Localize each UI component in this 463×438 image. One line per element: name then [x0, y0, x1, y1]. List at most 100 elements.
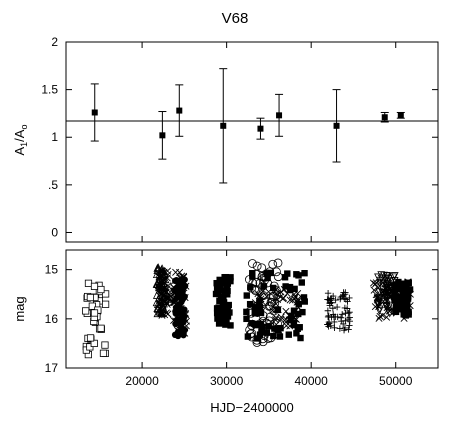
filled-square-marker: [291, 285, 298, 293]
filled-square-marker: [221, 290, 228, 297]
filled-square-marker: [284, 270, 291, 277]
top-y-tick-label: 1.5: [41, 83, 58, 97]
filled-square-marker: [222, 319, 230, 326]
filled-square-marker: [277, 324, 284, 332]
top-y-tick-label: 0: [51, 225, 58, 239]
filled-square-marker: [265, 323, 272, 330]
bottom-x-tick-label: 20000: [125, 374, 159, 388]
filled-square-marker: [403, 287, 410, 294]
filled-square-marker: [256, 303, 263, 311]
filled-square-marker: [246, 300, 254, 308]
cross-marker: [282, 322, 290, 330]
open-circle-marker: [247, 328, 257, 338]
filled-square-marker: [264, 274, 271, 282]
open-triangle-marker: [152, 291, 161, 299]
filled-square-marker: [276, 333, 284, 340]
filled-square-marker: [299, 308, 306, 316]
cross-marker: [276, 293, 284, 301]
open-circle-marker: [273, 258, 283, 268]
top-y-tick-label: .5: [48, 178, 58, 192]
filled-circle-marker: [172, 277, 179, 285]
plus-marker: [331, 324, 338, 332]
filled-square-marker: [254, 335, 261, 342]
filled-square-marker: [285, 331, 292, 338]
open-inverted-triangle-marker: [374, 301, 383, 310]
open-square-marker: [90, 339, 98, 347]
filled-square-marker: [267, 269, 275, 277]
filled-circle-marker: [181, 306, 188, 313]
data-point: [220, 122, 227, 129]
open-square-marker: [97, 324, 105, 332]
filled-square-marker: [216, 281, 224, 288]
cross-marker: [293, 298, 301, 306]
cross-marker: [160, 276, 168, 284]
open-circle-marker: [268, 259, 278, 269]
filled-square-marker: [225, 301, 232, 309]
data-point: [176, 107, 183, 114]
ylabel-sub1: 1: [19, 142, 29, 147]
open-circle-marker: [273, 272, 283, 282]
plus-marker: [340, 291, 347, 299]
filled-square-marker: [249, 273, 256, 280]
filled-square-marker: [221, 305, 228, 312]
filled-square-marker: [251, 304, 259, 311]
open-inverted-triangle-marker: [384, 307, 392, 315]
cross-marker: [285, 311, 293, 319]
filled-square-marker: [293, 271, 300, 278]
open-circle-marker: [252, 261, 262, 271]
filled-square-marker: [391, 297, 398, 304]
open-triangle-marker: [153, 266, 162, 275]
filled-square-marker: [404, 300, 411, 307]
plus-marker: [328, 295, 335, 302]
filled-circle-marker: [181, 276, 188, 283]
cross-marker: [159, 306, 167, 314]
filled-circle-marker: [180, 318, 187, 325]
cross-marker: [260, 322, 268, 330]
plus-marker: [338, 311, 346, 318]
filled-circle-marker: [178, 284, 185, 291]
bottom-x-tick-label: 30000: [210, 374, 244, 388]
bottom-x-tick-label: 40000: [294, 374, 328, 388]
filled-square-marker: [391, 292, 398, 299]
cross-marker: [274, 306, 282, 314]
filled-circle-marker: [175, 316, 182, 323]
open-triangle-marker: [154, 263, 162, 271]
open-square-marker: [97, 285, 105, 294]
filled-circle-marker: [180, 330, 187, 337]
filled-square-marker: [300, 294, 308, 301]
data-point: [397, 112, 404, 119]
filled-square-marker: [243, 315, 250, 323]
filled-circle-marker: [172, 320, 179, 328]
open-inverted-triangle-marker: [375, 307, 384, 315]
cross-marker: [286, 296, 294, 304]
plus-marker: [332, 296, 339, 304]
open-inverted-triangle-marker: [384, 275, 393, 283]
top-panel-frame: [65, 41, 439, 243]
plus-marker: [346, 294, 353, 302]
plus-marker: [345, 326, 352, 333]
filled-square-marker: [286, 283, 294, 291]
filled-square-marker: [249, 270, 256, 277]
filled-square-marker: [392, 281, 399, 288]
bottom-y-tick-label: 15: [45, 263, 59, 277]
cross-marker: [272, 300, 280, 308]
open-inverted-triangle-marker: [378, 289, 387, 298]
filled-square-marker: [216, 297, 223, 304]
cross-marker: [257, 306, 265, 314]
open-square-marker: [101, 341, 109, 349]
filled-circle-marker: [172, 310, 180, 317]
cross-marker: [251, 299, 259, 307]
filled-square-marker: [297, 334, 304, 342]
plus-marker: [325, 312, 332, 319]
filled-square-marker: [257, 309, 265, 317]
cross-marker: [294, 297, 302, 305]
filled-square-marker: [263, 329, 270, 336]
filled-circle-marker: [175, 304, 183, 312]
x-axis-label: HJD−2400000: [210, 400, 293, 415]
cross-marker: [172, 268, 180, 276]
data-point: [257, 125, 264, 132]
cross-marker: [288, 296, 296, 304]
plus-marker: [341, 291, 349, 298]
open-square-marker: [86, 334, 95, 342]
filled-square-marker: [214, 288, 221, 295]
